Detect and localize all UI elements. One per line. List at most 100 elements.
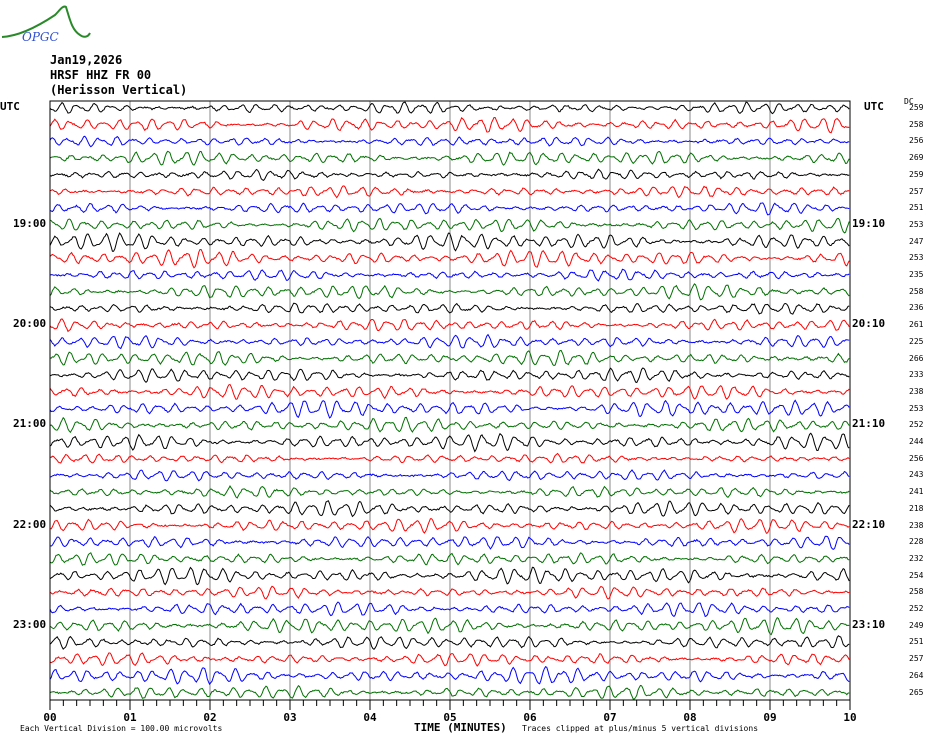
x-tick-label: 00	[43, 711, 56, 724]
clip-note: Traces clipped at plus/minus 5 vertical …	[522, 724, 759, 733]
trace-line	[49, 302, 850, 315]
trace-line	[49, 432, 850, 453]
trace-line	[49, 585, 850, 600]
x-axis-label: TIME (MINUTES)	[414, 721, 507, 734]
dc-title: DC	[904, 97, 914, 106]
trace-line	[49, 635, 850, 650]
dc-offset-label: 232	[909, 553, 924, 563]
dc-offset-label: 259	[909, 169, 924, 179]
dc-offset-label: 238	[909, 386, 924, 396]
trace-line	[49, 268, 850, 282]
dc-offset-label: 238	[909, 520, 924, 530]
right-time-label: 23:10	[852, 617, 886, 631]
trace-line	[49, 349, 850, 367]
dc-offset-label: 259	[909, 103, 924, 112]
dc-offset-label: 253	[909, 219, 924, 229]
trace-line	[49, 399, 850, 419]
date-label: Jan19,2026	[50, 53, 123, 67]
dc-offset-label: 264	[909, 670, 924, 680]
dc-offset-label: 251	[909, 637, 924, 647]
station-label: HRSF HHZ FR 00	[50, 68, 152, 82]
dc-offset-label: 243	[909, 470, 924, 480]
x-tick-label: 01	[123, 711, 137, 724]
left-time-label: 20:00	[13, 317, 47, 331]
x-tick-label: 04	[363, 711, 377, 724]
right-time-label: 21:10	[852, 417, 886, 431]
x-tick-label: 02	[203, 711, 216, 724]
left-utc-title: UTC	[0, 100, 20, 113]
dc-offset-label: 253	[909, 403, 924, 413]
trace-line	[49, 318, 850, 333]
trace-line	[49, 150, 850, 166]
dc-offset-label: 236	[909, 303, 924, 313]
trace-line	[49, 383, 850, 400]
dc-offset-label: 228	[909, 537, 924, 547]
right-time-label: 19:10	[852, 216, 886, 230]
trace-line	[49, 135, 850, 148]
dc-offset-label: 261	[909, 320, 924, 330]
right-time-label: 20:10	[852, 317, 886, 331]
trace-line	[49, 101, 850, 115]
dc-offset-label: 252	[909, 604, 924, 613]
trace-line	[49, 517, 850, 534]
x-tick-label: 05	[443, 711, 456, 724]
dc-offset-label: 265	[909, 687, 924, 697]
trace-line	[49, 566, 850, 586]
trace-line	[49, 500, 850, 518]
dc-offset-label: 256	[909, 453, 924, 463]
x-axis: 00 01 02 03 04 05 06 07 08 09 10	[43, 700, 857, 724]
dc-offset-label: 241	[909, 487, 924, 497]
dc-offset-label: 233	[909, 370, 924, 380]
dc-offset-label: 225	[909, 336, 924, 346]
x-tick-label: 06	[523, 711, 537, 724]
dc-offset-label: 252	[909, 420, 924, 430]
logo-text: OPGC	[22, 30, 59, 44]
logo: OPGC	[1, 5, 91, 44]
dc-offset-label: 256	[909, 136, 924, 146]
right-time-label: 22:10	[852, 517, 886, 531]
x-tick-label: 07	[603, 711, 616, 724]
traces	[49, 101, 850, 700]
trace-line	[49, 248, 850, 269]
left-time-label: 19:00	[13, 216, 47, 230]
dc-offset-label: 258	[909, 587, 924, 597]
left-time-label: 23:00	[13, 617, 47, 631]
station-name: (Herisson Vertical)	[50, 83, 188, 97]
dc-offset-label: 244	[909, 437, 924, 446]
plot-frame	[49, 100, 851, 701]
trace-line	[49, 666, 850, 686]
trace-line	[49, 485, 850, 499]
dc-offset-label: 269	[909, 153, 924, 163]
dc-offset-label: 235	[909, 270, 924, 279]
dc-offset-label: 249	[909, 620, 924, 630]
dc-offset-label: 257	[909, 186, 924, 196]
trace-line	[49, 601, 850, 618]
trace-line	[49, 552, 850, 566]
dc-offset-label: 247	[909, 236, 924, 246]
left-time-label: 21:00	[13, 417, 47, 431]
x-tick-label: 10	[843, 711, 856, 724]
trace-line	[49, 469, 850, 482]
left-time-label: 22:00	[13, 517, 47, 531]
dc-offset-label: 254	[909, 570, 924, 580]
trace-line	[49, 333, 850, 350]
trace-line	[49, 116, 850, 134]
right-utc-title: UTC	[864, 100, 884, 113]
trace-line	[49, 652, 850, 667]
trace-line	[49, 283, 850, 301]
trace-line	[49, 185, 850, 199]
trace-line	[49, 535, 850, 550]
trace-line	[49, 452, 850, 464]
dc-offset-label: 258	[909, 119, 924, 129]
dc-offset-label: 251	[909, 203, 924, 213]
scale-note: Each Vertical Division = 100.00 microvol…	[20, 724, 223, 733]
trace-line	[49, 217, 850, 234]
dc-offset-label: 257	[909, 654, 924, 664]
x-tick-label: 03	[283, 711, 296, 724]
dc-offset-label: 258	[909, 286, 924, 296]
trace-line	[49, 202, 850, 216]
dc-offset-label: 266	[909, 353, 924, 363]
trace-line	[49, 616, 850, 636]
trace-line	[49, 168, 850, 182]
